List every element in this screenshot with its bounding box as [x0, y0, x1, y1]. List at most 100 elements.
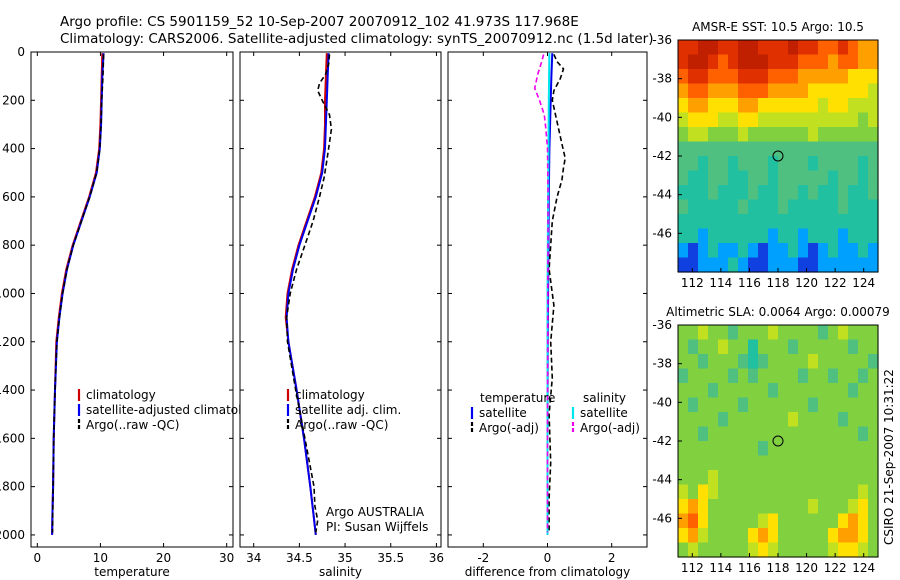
heatmap-cell: [718, 426, 729, 442]
heatmap-cell: [858, 354, 869, 370]
heatmap-cell: [678, 54, 689, 70]
heatmap-cell: [728, 426, 739, 442]
heatmap-cell: [798, 199, 809, 215]
heatmap-cell: [708, 69, 719, 85]
heatmap-cell: [858, 470, 869, 486]
heatmap-cell: [738, 412, 749, 428]
x-tick-label: 34.5: [286, 551, 313, 565]
series-line: [285, 54, 333, 533]
heatmap-cell: [678, 470, 689, 486]
heatmap-cell: [838, 69, 849, 85]
heatmap-cell: [828, 441, 839, 457]
heatmap-cell: [848, 141, 859, 157]
heatmap-cell: [688, 484, 699, 500]
heatmap-cell: [858, 368, 869, 384]
heatmap-cell: [738, 455, 749, 471]
heatmap-cell: [708, 98, 719, 114]
heatmap-cell: [738, 243, 749, 259]
credit-center: Argo AUSTRALIA: [326, 505, 425, 519]
heatmap-cell: [788, 354, 799, 370]
heatmap-cell: [808, 499, 819, 515]
heatmap-cell: [718, 54, 729, 70]
heatmap-cell: [838, 54, 849, 70]
heatmap-cell: [758, 368, 769, 384]
heatmap-cell: [818, 257, 829, 273]
heatmap-cell: [748, 98, 759, 114]
heatmap-cell: [778, 325, 789, 341]
heatmap-cell: [698, 397, 709, 413]
heatmap-cell: [738, 40, 749, 56]
heatmap-cell: [848, 257, 859, 273]
x-tick-label: 120: [795, 561, 818, 575]
y-tick-label: -38: [652, 357, 672, 371]
heatmap-cell: [808, 127, 819, 143]
temperature-profile-frame: [30, 51, 234, 548]
heatmap-cell: [678, 40, 689, 56]
heatmap-cell: [678, 455, 689, 471]
heatmap-cell: [748, 455, 759, 471]
heatmap-cell: [758, 339, 769, 355]
heatmap-cell: [858, 528, 869, 544]
heatmap-cell: [788, 484, 799, 500]
heatmap-cell: [758, 214, 769, 230]
heatmap-cell: [838, 470, 849, 486]
x-tick-label: -2: [477, 551, 489, 565]
heatmap-cell: [678, 354, 689, 370]
heatmap-cell: [828, 185, 839, 201]
heatmap-cell: [858, 54, 869, 70]
heatmap-cell: [768, 83, 779, 99]
y-tick-label: 1400: [0, 383, 25, 397]
heatmap-cell: [858, 228, 869, 244]
heatmap-cell: [758, 441, 769, 457]
heatmap-cell: [848, 513, 859, 529]
heatmap-cell: [778, 397, 789, 413]
heatmap-cell: [858, 257, 869, 273]
heatmap-cell: [718, 441, 729, 457]
x-tick-label: 34: [246, 551, 261, 565]
legend-entry: satellite: [479, 406, 527, 420]
heatmap-cell: [748, 170, 759, 186]
heatmap-cell: [808, 40, 819, 56]
heatmap-cell: [698, 499, 709, 515]
heatmap-cell: [748, 470, 759, 486]
heatmap-cell: [718, 243, 729, 259]
x-tick-label: 0: [544, 551, 552, 565]
heatmap-cell: [788, 383, 799, 399]
x-tick-label: 36: [429, 551, 444, 565]
heatmap-cell: [778, 455, 789, 471]
heatmap-cell: [818, 455, 829, 471]
heatmap-cell: [698, 513, 709, 529]
heatmap-cell: [818, 156, 829, 172]
heatmap-cell: [788, 368, 799, 384]
heatmap-cell: [798, 513, 809, 529]
x-tick-label: 0: [33, 551, 41, 565]
heatmap-cell: [838, 412, 849, 428]
heatmap-cell: [698, 470, 709, 486]
heatmap-cell: [828, 513, 839, 529]
heatmap-cell: [778, 83, 789, 99]
heatmap-cell: [678, 542, 689, 558]
heatmap-cell: [768, 141, 779, 157]
heatmap-cell: [688, 325, 699, 341]
heatmap-cell: [798, 455, 809, 471]
heatmap-cell: [788, 470, 799, 486]
heatmap-cell: [778, 98, 789, 114]
heatmap-cell: [838, 214, 849, 230]
heatmap-cell: [678, 368, 689, 384]
float-position-marker: [772, 150, 784, 162]
heatmap-cell: [788, 228, 799, 244]
heatmap-cell: [748, 528, 759, 544]
y-tick-label: 1800: [0, 480, 25, 494]
heatmap-cell: [838, 397, 849, 413]
heatmap-cell: [848, 54, 859, 70]
legend-group-title: temperature: [480, 391, 555, 405]
heatmap-cell: [798, 127, 809, 143]
heatmap-cell: [818, 368, 829, 384]
heatmap-cell: [718, 397, 729, 413]
heatmap-cell: [678, 441, 689, 457]
heatmap-cell: [788, 40, 799, 56]
heatmap-cell: [848, 441, 859, 457]
heatmap-cell: [748, 127, 759, 143]
y-tick-label: 800: [2, 238, 25, 252]
